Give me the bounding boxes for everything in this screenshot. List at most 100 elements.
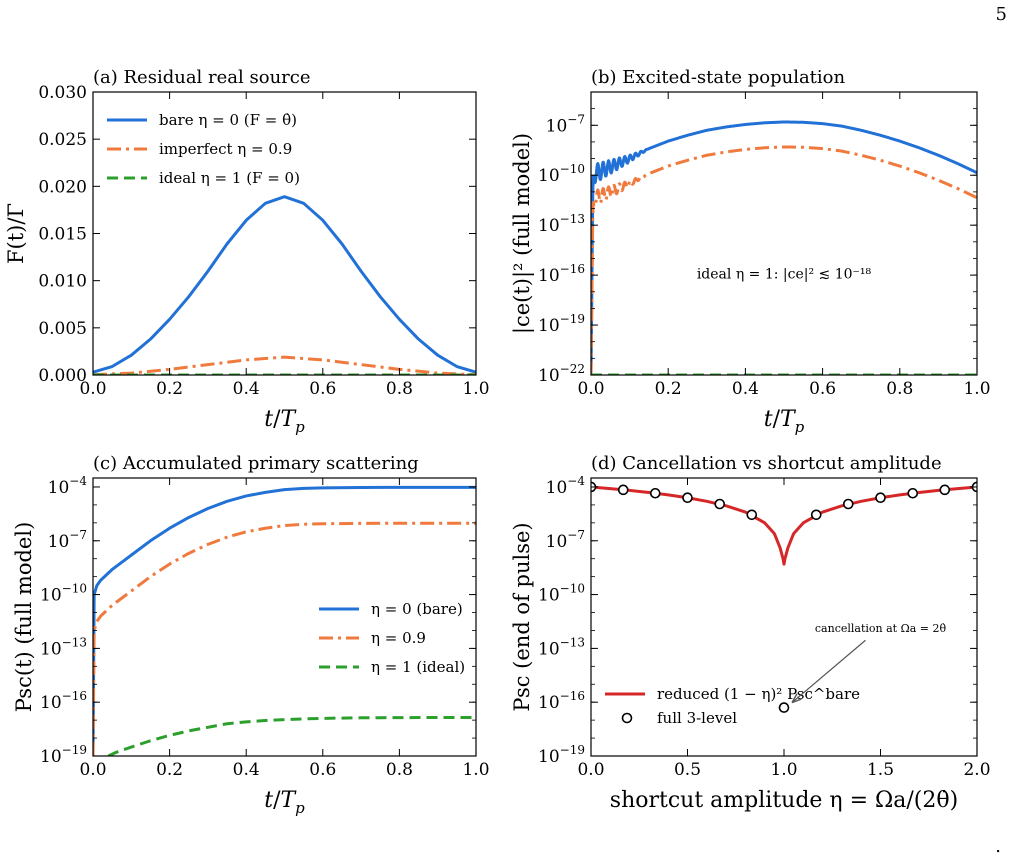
x-tick-label: 0.2 (156, 379, 183, 399)
x-tick-label: 1.0 (462, 760, 489, 780)
chart-title: (d) Cancellation vs shortcut amplitude (591, 453, 942, 474)
y-tick-label: 10−10 (40, 582, 87, 606)
x-tick-label: 0.6 (809, 379, 836, 399)
y-tick-label: 10−16 (538, 689, 585, 713)
legend-label: ideal η = 1 (F = 0) (159, 169, 300, 187)
x-axis-label: t/Tp (264, 407, 305, 436)
x-tick-label: 1.0 (462, 379, 489, 399)
plot-area (591, 120, 977, 375)
chart-title: (c) Accumulated primary scattering (93, 453, 419, 474)
x-tick-label: 1.5 (867, 760, 894, 780)
chart-title: (a) Residual real source (93, 67, 311, 88)
y-tick-label: 10−16 (538, 262, 585, 286)
chart-panel-c: 0.0 0.2 0.4 0.6 0.8 1.0 10−19 10−16 10−13 10−10 10… (12, 453, 490, 817)
x-tick-label: 0.5 (674, 760, 701, 780)
series-line-3 (107, 715, 476, 756)
plot-area (93, 485, 476, 756)
x-axis-label: shortcut amplitude η = Ωa/(2θ̇) (610, 788, 958, 813)
x-axis-label: t/Tp (264, 788, 305, 817)
series-line-1 (591, 485, 977, 566)
y-tick-label: 10−7 (546, 528, 585, 552)
annotation-arrow-head (791, 693, 802, 704)
y-tick-label: 0.015 (38, 225, 87, 245)
data-point (939, 484, 951, 496)
legend-marker (621, 712, 633, 724)
y-tick-label: 0.030 (38, 83, 87, 103)
y-tick-label: 10−13 (538, 212, 585, 236)
y-tick-label: 10−10 (538, 162, 585, 186)
data-point (907, 487, 919, 499)
x-tick-label: 0.6 (309, 760, 336, 780)
chart-panel-b: 0.0 0.2 0.4 0.6 0.8 1.0 10−22 10−19 10−16 10−13 10… (510, 67, 991, 436)
plot-area (591, 481, 977, 713)
data-point (649, 487, 661, 499)
y-axis-label: |ce(t)|² (full model) (510, 133, 535, 334)
y-tick-label: 0.005 (38, 319, 87, 339)
y-tick-label: 10−7 (546, 112, 585, 136)
x-tick-label: 0.8 (886, 379, 913, 399)
x-tick-label: 0.0 (577, 379, 604, 399)
x-tick-label: 0.4 (233, 379, 260, 399)
axes-frame (590, 91, 978, 376)
plot-area (93, 195, 476, 375)
data-point (682, 492, 693, 504)
legend-label: η = 0 (bare) (371, 600, 463, 618)
y-axis-label: F(t)/Γ (4, 203, 28, 264)
legend-label: η = 1 (ideal) (371, 658, 465, 676)
y-tick-label: 10−10 (538, 582, 585, 606)
y-axis-label: Psc(t) (full model) (12, 522, 36, 713)
series-line-2 (591, 145, 977, 375)
data-point (714, 498, 726, 510)
x-tick-label: 0.6 (309, 379, 336, 399)
y-tick-label: 10−19 (40, 743, 87, 767)
x-tick-label: 0.0 (577, 760, 604, 780)
x-tick-label: 1.0 (963, 379, 990, 399)
x-tick-label: 0.4 (233, 760, 260, 780)
legend-label: full 3-level (657, 709, 737, 727)
y-tick-label: 0.000 (38, 366, 87, 386)
data-point (746, 509, 758, 521)
y-tick-label: 10−4 (48, 474, 88, 498)
page-trailing-mark: . (995, 836, 1001, 857)
page-number: 5 (995, 4, 1007, 25)
series-line-1 (93, 485, 476, 756)
axes-frame (92, 477, 477, 757)
chart-title: (b) Excited-state population (591, 67, 846, 88)
legend-label: η = 0.9 (371, 629, 426, 647)
y-tick-label: 0.010 (38, 272, 87, 292)
legend-label: reduced (1 − η)² Psc^bare (657, 685, 860, 703)
axes-frame (92, 91, 477, 376)
x-tick-label: 0.8 (386, 760, 413, 780)
y-tick-label: 10−4 (546, 474, 586, 498)
y-axis-label: Psc (end of pulse) (510, 522, 534, 711)
data-point (778, 702, 790, 713)
data-point (875, 492, 886, 504)
x-tick-label: 0.8 (386, 379, 413, 399)
annotation-text: cancellation at Ωa = 2θ̇ (815, 622, 947, 635)
series-line-2 (93, 355, 476, 375)
y-tick-label: 0.025 (38, 130, 87, 150)
annotation-arrow-line (791, 639, 866, 704)
x-tick-label: 0.2 (156, 760, 183, 780)
series-line-2 (93, 521, 476, 756)
chart-panel-d: 0.0 0.5 1.0 1.5 2.0 10−19 10−16 10−13 10−10 10−7 1… (510, 453, 991, 813)
y-tick-label: 10−19 (538, 312, 585, 336)
y-tick-label: 10−13 (40, 635, 87, 659)
y-tick-label: 10−7 (48, 528, 87, 552)
series-line-1 (591, 120, 977, 375)
series-line-1 (93, 195, 476, 374)
chart-panel-a: 0.0 0.2 0.4 0.6 0.8 1.0 0.000 0.005 0.010 0.015 0.… (4, 67, 490, 436)
x-tick-label: 0.0 (79, 760, 106, 780)
x-tick-label: 0.4 (732, 379, 759, 399)
y-tick-label: 10−16 (40, 689, 87, 713)
legend-label: bare η = 0 (F = θ̇) (159, 111, 297, 129)
y-tick-label: 10−13 (538, 635, 585, 659)
data-point (810, 509, 822, 521)
y-tick-label: 10−22 (538, 362, 585, 386)
x-tick-label: 2.0 (963, 760, 990, 780)
legend-label: imperfect η = 0.9 (159, 140, 292, 158)
y-tick-label: 0.020 (38, 177, 87, 197)
data-point (842, 498, 854, 510)
axes-frame (590, 477, 978, 757)
